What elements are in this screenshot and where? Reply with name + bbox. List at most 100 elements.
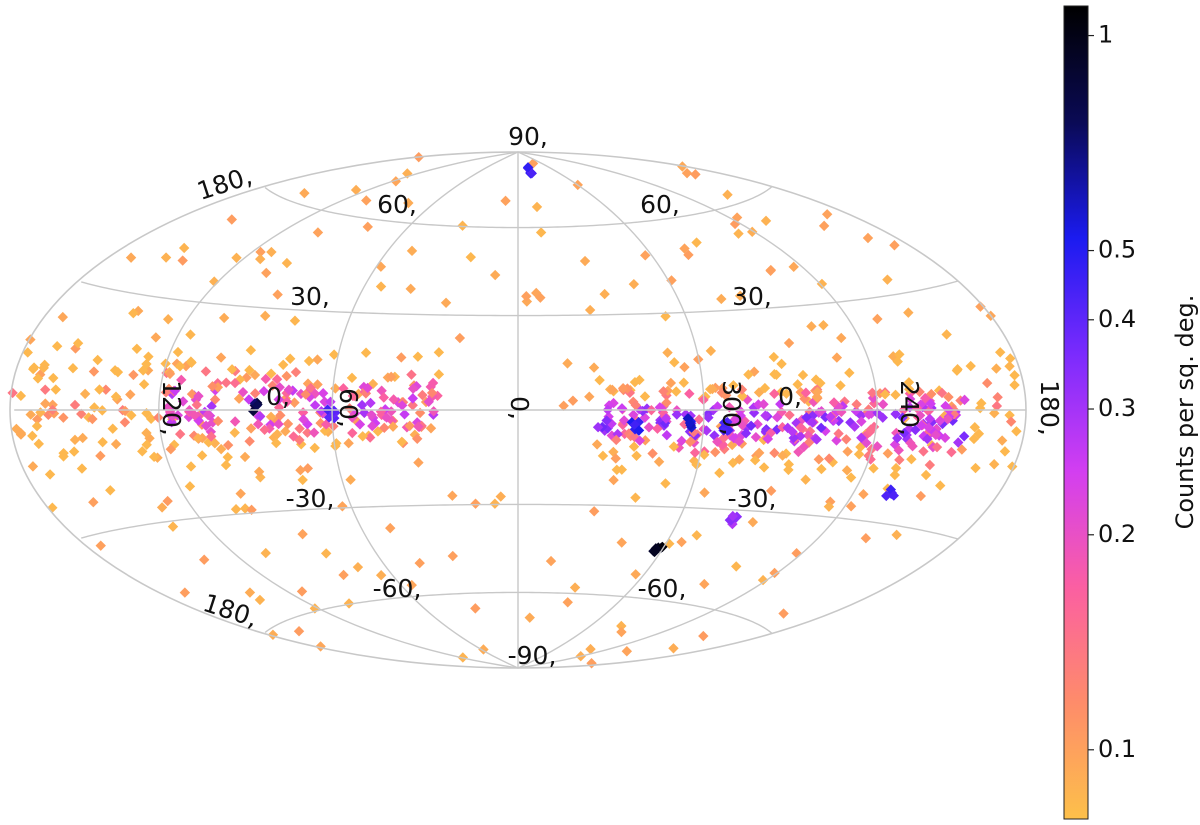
density-pixel [274,382,285,393]
meridian-line [517,151,705,669]
density-pixel [220,459,232,471]
density-pixel [67,363,79,374]
density-pixel [344,403,355,414]
meridian-line [517,151,878,669]
density-pixel [811,434,822,445]
density-pixel [212,382,224,393]
density-pixel [924,413,935,425]
parallel-label: 60, [640,190,680,219]
density-pixel [969,421,980,433]
density-pixel [940,400,951,412]
density-pixel [836,332,847,344]
parallel-label: -60, [373,574,422,603]
density-pixel [119,405,131,417]
density-pixel [94,384,105,395]
density-pixel [478,644,489,655]
density-pixel [265,368,277,379]
density-pixel [815,422,827,434]
density-pixel [174,361,186,372]
density-pixel [890,408,901,420]
density-pixel [699,487,710,498]
density-pixel [745,420,757,431]
density-pixel [221,377,232,388]
density-pixel [606,430,617,441]
density-pixel [628,396,639,407]
density-pixel [753,387,765,398]
density-pixel [681,167,693,179]
density-pixel [788,432,799,444]
density-pixel [882,274,893,285]
density-pixel [784,409,795,421]
density-pixel [524,612,535,623]
density-pixel [792,379,803,390]
density-pixel [775,387,787,398]
density-pixel [454,332,466,344]
density-pixel [828,397,840,408]
density-pixel [915,490,927,502]
density-pixel [347,427,358,439]
density-pixel [727,457,739,468]
density-pixel [616,626,627,638]
density-pixel [215,352,227,363]
density-pixel [679,243,690,254]
density-pixel [734,405,746,417]
density-pixel [258,386,270,397]
density-pixel [889,240,900,251]
density-pixel [273,394,284,405]
density-pixel [412,351,424,362]
density-pixel [281,257,293,269]
density-pixel [281,370,292,382]
density-pixel [628,409,639,421]
density-pixel [402,168,413,179]
density-pixel [1009,379,1020,391]
parallel-label: 0, [266,382,290,411]
density-pixel [800,387,812,398]
density-pixel [253,466,265,477]
density-pixel [844,367,855,379]
density-pixel [603,400,615,411]
density-pixel [138,379,150,390]
density-pixel [425,423,437,434]
density-pixel [906,454,917,465]
density-pixel [865,424,876,435]
density-pixel [661,397,672,408]
density-pixel [184,481,196,492]
density-pixel [128,308,139,319]
parallel-label: 30, [732,282,772,311]
density-pixel [387,421,399,432]
density-pixel [719,443,730,455]
density-pixel [778,608,789,619]
density-pixel [79,388,91,400]
density-pixel [904,393,916,405]
density-pixel [141,439,152,450]
density-pixel [640,250,651,261]
density-pixel [255,253,266,265]
density-pixel [57,311,69,323]
density-pixel [562,597,573,608]
density-pixel [816,463,827,475]
density-pixel [489,269,501,281]
density-pixel [757,574,769,586]
density-pixel [185,329,196,340]
density-pixel [765,265,776,276]
density-pixel [842,446,853,457]
density-pixel [845,472,857,483]
density-pixel [810,374,822,385]
density-pixel [289,397,300,408]
density-pixel [388,394,399,405]
density-pixel [186,357,197,368]
density-pixel [992,391,1003,403]
density-pixel [396,400,408,411]
density-pixel [689,447,701,458]
density-pixel [58,412,69,423]
density-pixel [733,228,744,239]
density-pixel [941,329,952,340]
density-pixel [818,220,830,232]
density-pixel [679,361,690,373]
density-pixel [521,291,532,302]
density-pixel [803,430,814,441]
density-pixel [919,392,931,404]
density-pixel [15,390,27,402]
density-pixel [769,447,780,459]
density-pixel [816,278,828,290]
